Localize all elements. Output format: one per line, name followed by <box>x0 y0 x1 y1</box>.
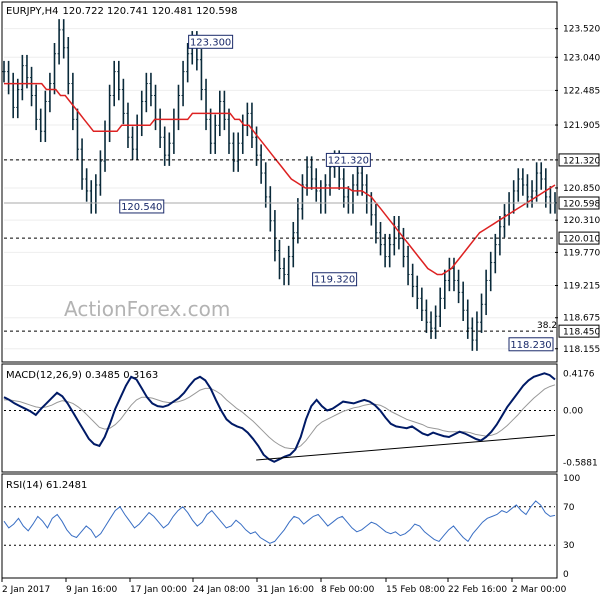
watermark: ActionForex.com <box>64 297 230 321</box>
price-tick-label: 123.520 <box>563 25 600 35</box>
level-tag <box>558 231 600 245</box>
annotation-box <box>325 152 371 167</box>
annotation-label: 120.540 <box>121 202 162 213</box>
x-tick-label: 2 Jan 2017 <box>2 585 50 595</box>
macd-trendline <box>256 434 556 461</box>
rsi-line <box>3 500 556 544</box>
rsi-tick-label: 30 <box>563 541 575 551</box>
price-tick-label: 119.215 <box>563 282 600 292</box>
macd-tick-label: 0.4176 <box>563 370 595 380</box>
level-tag <box>558 153 600 167</box>
rsi-tick-label: 70 <box>563 503 575 513</box>
price-tick-label: 122.485 <box>563 86 600 96</box>
rsi-tick-label: 100 <box>563 474 580 484</box>
x-tick-label: 15 Feb 08:00 <box>386 585 445 595</box>
macd-signal-line <box>4 384 556 449</box>
rsi-label: RSI(14) 61.2481 <box>6 480 87 491</box>
price-tick-label: 121.905 <box>563 121 600 131</box>
price-tick-label: 119.770 <box>563 248 600 258</box>
annotation-box <box>188 34 234 49</box>
rsi-panel: RSI(14) 61.2481 100 70 30 0 <box>1 473 580 580</box>
x-tick-label: 22 Feb 16:00 <box>448 585 507 595</box>
x-tick-label: 17 Jan 00:00 <box>130 585 187 595</box>
annotation-label: 118.230 <box>510 340 551 351</box>
x-tick-label: 2 Mar 00:00 <box>512 585 567 595</box>
level-tag <box>558 196 600 210</box>
annotation-box <box>312 272 358 287</box>
price-tick-label: 118.155 <box>563 345 600 355</box>
annotation-label: 123.300 <box>190 37 231 48</box>
annotation-label: 121.320 <box>328 155 369 166</box>
x-tick-label: 31 Jan 16:00 <box>257 585 314 595</box>
price-panel-header: EURJPY,H4 120.722 120.741 120.481 120.598 <box>6 6 237 17</box>
fib-label: 38.2 <box>537 321 557 331</box>
annotation-box <box>508 337 554 352</box>
annotation-box <box>119 199 165 214</box>
annotation-label: 119.320 <box>314 275 355 286</box>
level-tag-label: 120.598 <box>563 200 600 210</box>
x-tick-label: 8 Feb 00:00 <box>321 585 375 595</box>
macd-tick-label: -0.5881 <box>563 459 598 469</box>
macd-panel: MACD(12,26,9) 0.3485 0.3163 0.4176 0.00 -0… <box>1 363 598 473</box>
level-tag <box>558 324 600 338</box>
level-tag-label: 121.320 <box>563 156 600 166</box>
macd-tick-label: 0.00 <box>563 406 583 416</box>
macd-label: MACD(12,26,9) 0.3485 0.3163 <box>6 370 158 381</box>
price-tick-label: 118.675 <box>563 314 600 324</box>
level-tag-label: 120.010 <box>563 235 600 245</box>
price-tick-label: 123.040 <box>563 53 600 63</box>
price-tick-label: 120.850 <box>563 184 600 194</box>
x-tick-label: 24 Jan 08:00 <box>193 585 250 595</box>
moving-average-line <box>4 82 556 276</box>
x-tick-label: 9 Jan 16:00 <box>66 585 118 595</box>
macd-line <box>3 372 556 463</box>
price-panel: EURJPY,H4 120.722 120.741 120.481 120.598… <box>1 1 600 363</box>
price-tick-label: 120.310 <box>563 216 600 226</box>
rsi-tick-label: 0 <box>563 570 569 580</box>
level-tag-label: 118.450 <box>563 328 600 338</box>
